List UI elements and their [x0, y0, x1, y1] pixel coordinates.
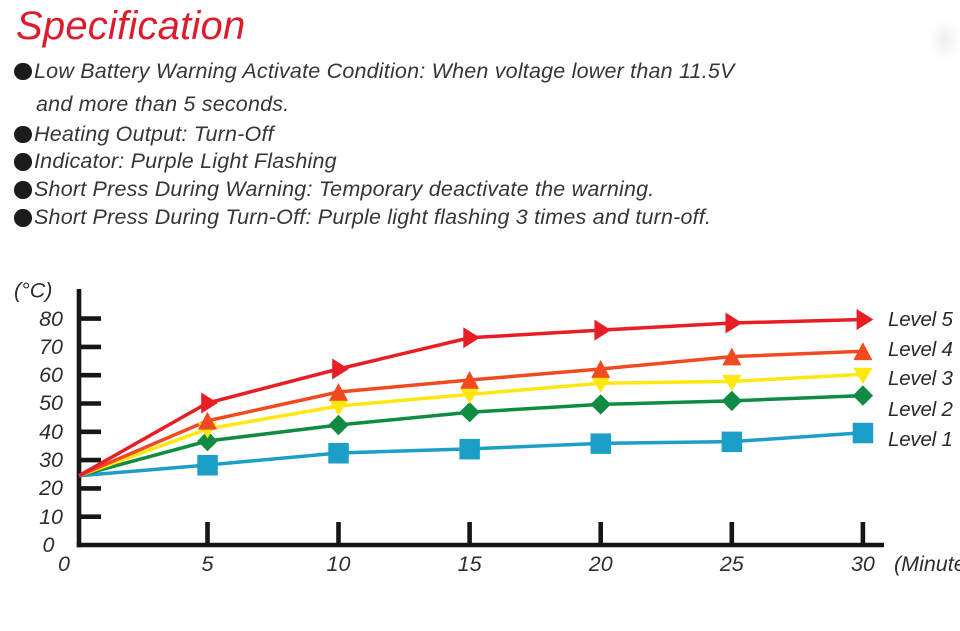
svg-text:Level 4: Level 4	[888, 338, 953, 361]
svg-text:(°C): (°C)	[14, 279, 52, 303]
svg-text:80: 80	[39, 307, 63, 331]
svg-text:30: 30	[851, 552, 875, 576]
svg-text:20: 20	[38, 476, 63, 500]
svg-text:30: 30	[39, 448, 63, 472]
svg-text:15: 15	[458, 552, 483, 576]
svg-text:20: 20	[588, 552, 613, 576]
svg-text:Level 3: Level 3	[888, 367, 954, 390]
svg-text:25: 25	[719, 552, 745, 576]
svg-text:5: 5	[202, 552, 215, 576]
svg-text:0: 0	[43, 533, 55, 557]
svg-text:Level 1: Level 1	[888, 428, 953, 451]
svg-text:50: 50	[39, 391, 63, 415]
svg-text:Level 5: Level 5	[888, 308, 954, 331]
svg-text:40: 40	[39, 420, 63, 444]
svg-text:10: 10	[39, 505, 63, 529]
svg-text:0: 0	[58, 552, 70, 576]
svg-text:10: 10	[327, 552, 351, 576]
svg-text:(Minutes): (Minutes)	[894, 552, 960, 576]
svg-text:70: 70	[39, 335, 63, 359]
svg-text:Level 2: Level 2	[888, 398, 954, 421]
svg-text:60: 60	[39, 363, 63, 387]
